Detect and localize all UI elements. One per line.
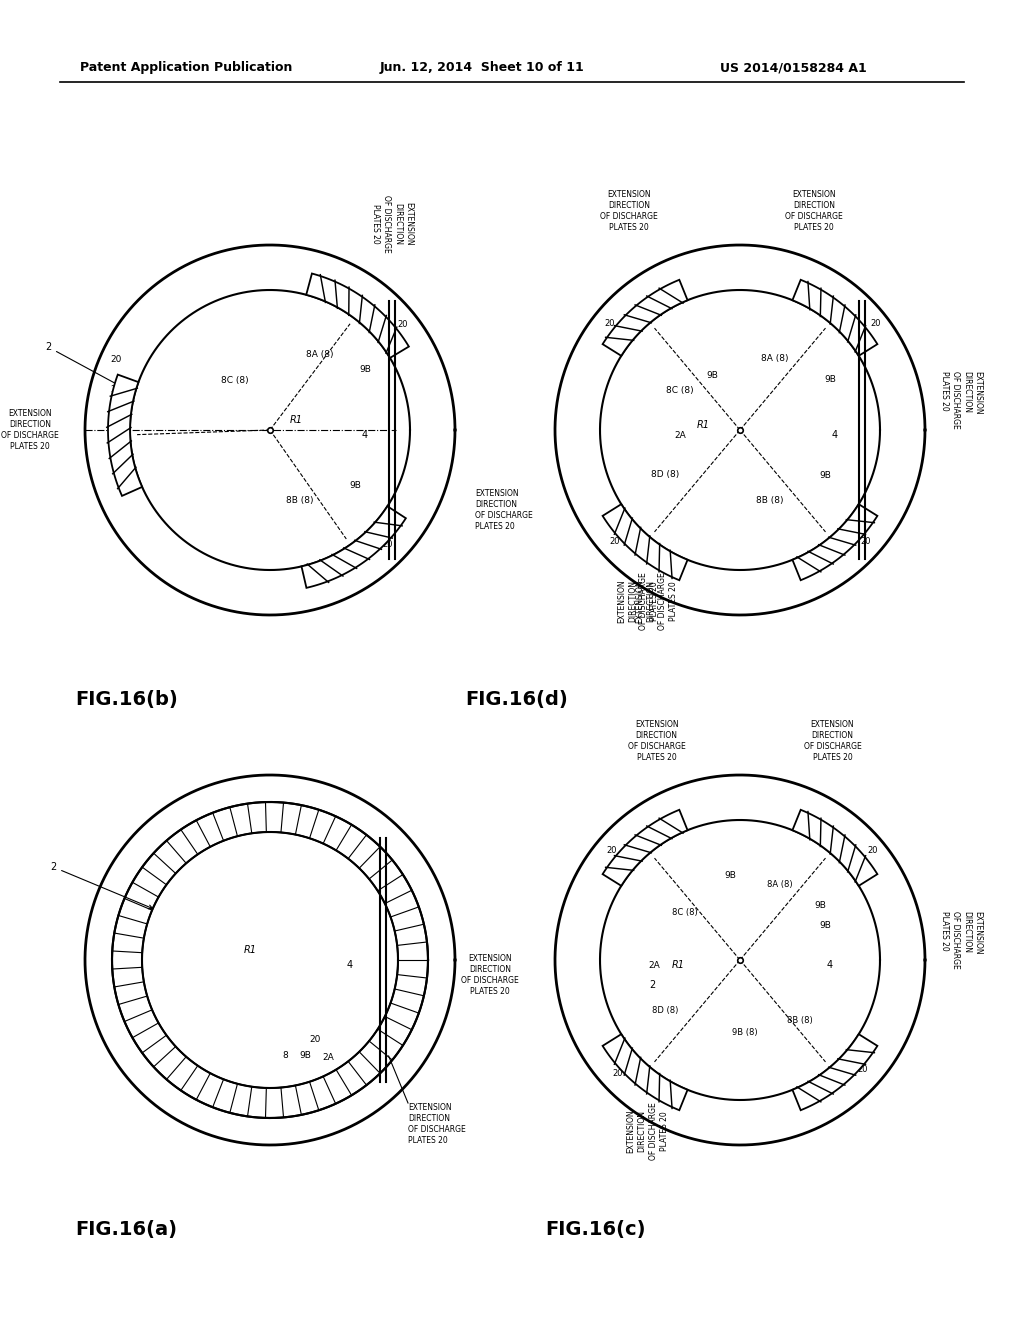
Text: EXTENSION
DIRECTION
OF DISCHARGE
PLATES 20: EXTENSION DIRECTION OF DISCHARGE PLATES … (475, 488, 532, 531)
Text: 8C (8): 8C (8) (221, 375, 249, 384)
Text: 4: 4 (361, 430, 368, 440)
Text: 20: 20 (870, 318, 881, 327)
Text: 20: 20 (309, 1035, 321, 1044)
Text: 9B: 9B (819, 470, 830, 479)
Polygon shape (602, 504, 687, 581)
Text: 20: 20 (867, 846, 878, 855)
Text: EXTENSION
DIRECTION
OF DISCHARGE
PLATES 20: EXTENSION DIRECTION OF DISCHARGE PLATES … (1, 409, 58, 451)
Polygon shape (602, 1034, 687, 1110)
Text: EXTENSION
DIRECTION
OF DISCHARGE
PLATES 20: EXTENSION DIRECTION OF DISCHARGE PLATES … (804, 719, 861, 762)
Text: EXTENSION
DIRECTION
OF DISCHARGE
PLATES 20: EXTENSION DIRECTION OF DISCHARGE PLATES … (785, 190, 843, 232)
Text: EXTENSION
DIRECTION
OF DISCHARGE
PLATES 20: EXTENSION DIRECTION OF DISCHARGE PLATES … (628, 719, 686, 762)
Text: 9B: 9B (299, 1051, 311, 1060)
Text: 2A: 2A (674, 430, 686, 440)
Text: 20: 20 (612, 1069, 623, 1078)
Text: FIG.16(c): FIG.16(c) (545, 1221, 645, 1239)
Text: 20: 20 (397, 319, 408, 329)
Polygon shape (793, 504, 878, 581)
Text: 20: 20 (606, 846, 616, 855)
Text: 4: 4 (827, 960, 834, 970)
Polygon shape (602, 809, 687, 886)
Text: 8A (8): 8A (8) (767, 880, 793, 890)
Text: 9B: 9B (724, 870, 736, 879)
Text: 8A (8): 8A (8) (306, 351, 334, 359)
Text: R1: R1 (672, 960, 685, 970)
Text: 9B: 9B (814, 900, 826, 909)
Text: 8D (8): 8D (8) (652, 1006, 678, 1015)
Text: 8B (8): 8B (8) (787, 1015, 813, 1024)
Polygon shape (306, 273, 409, 358)
Text: R1: R1 (697, 420, 710, 430)
Polygon shape (793, 1034, 878, 1110)
Text: EXTENSION
DIRECTION
OF DISCHARGE
PLATES 20: EXTENSION DIRECTION OF DISCHARGE PLATES … (371, 195, 413, 252)
Text: 2: 2 (649, 979, 655, 990)
Text: 8D (8): 8D (8) (651, 470, 679, 479)
Polygon shape (301, 507, 406, 587)
Text: 8A (8): 8A (8) (761, 354, 788, 363)
Text: 9B: 9B (824, 375, 836, 384)
Text: 2A: 2A (648, 961, 660, 969)
Text: 2: 2 (50, 862, 153, 908)
Text: 20: 20 (857, 1065, 867, 1074)
Text: R1: R1 (244, 945, 256, 954)
Text: 9B: 9B (707, 371, 718, 380)
Text: 9B: 9B (349, 480, 360, 490)
Text: 2A: 2A (111, 385, 122, 395)
Polygon shape (793, 809, 878, 886)
Polygon shape (793, 280, 878, 356)
Text: EXTENSION
DIRECTION
OF DISCHARGE
PLATES 20: EXTENSION DIRECTION OF DISCHARGE PLATES … (940, 371, 982, 429)
Text: US 2014/0158284 A1: US 2014/0158284 A1 (720, 62, 866, 74)
Text: EXTENSION
DIRECTION
OF DISCHARGE
PLATES 20: EXTENSION DIRECTION OF DISCHARGE PLATES … (408, 1104, 466, 1146)
Text: 20: 20 (860, 537, 870, 546)
Polygon shape (602, 280, 687, 356)
Text: EXTENSION
DIRECTION
OF DISCHARGE
PLATES 20: EXTENSION DIRECTION OF DISCHARGE PLATES … (600, 190, 657, 232)
Text: FIG.16(b): FIG.16(b) (75, 690, 178, 710)
Text: Patent Application Publication: Patent Application Publication (80, 62, 293, 74)
Text: FIG.16(a): FIG.16(a) (75, 1221, 177, 1239)
Text: 9B: 9B (359, 366, 371, 375)
Text: EXTENSION
DIRECTION
OF DISCHARGE
PLATES 20: EXTENSION DIRECTION OF DISCHARGE PLATES … (461, 954, 519, 997)
Text: 8: 8 (283, 1051, 288, 1060)
Text: 9B: 9B (819, 920, 830, 929)
Text: 2A: 2A (323, 1053, 334, 1063)
Text: 8C (8): 8C (8) (672, 908, 698, 916)
Polygon shape (108, 375, 142, 496)
Text: 4: 4 (347, 960, 353, 970)
Text: 2: 2 (45, 342, 133, 393)
Text: 20: 20 (111, 355, 122, 364)
Text: FIG.16(d): FIG.16(d) (465, 690, 567, 710)
Text: 20: 20 (382, 540, 393, 549)
Text: 20: 20 (609, 537, 620, 546)
Text: EXTENSION
DIRECTION
OF DISCHARGE
PLATES 20: EXTENSION DIRECTION OF DISCHARGE PLATES … (940, 911, 982, 969)
Text: EXTENSION
DIRECTION
OF DISCHARGE
PLATES 20: EXTENSION DIRECTION OF DISCHARGE PLATES … (636, 573, 678, 630)
Text: 8B (8): 8B (8) (287, 495, 313, 504)
Text: Jun. 12, 2014  Sheet 10 of 11: Jun. 12, 2014 Sheet 10 of 11 (380, 62, 585, 74)
Text: 8B (8): 8B (8) (757, 495, 783, 504)
Text: R1: R1 (290, 414, 303, 425)
Text: 20: 20 (604, 318, 614, 327)
Text: 4: 4 (831, 430, 838, 440)
Text: EXTENSION
DIRECTION
OF DISCHARGE
PLATES 20: EXTENSION DIRECTION OF DISCHARGE PLATES … (627, 1102, 669, 1160)
Text: 9B (8): 9B (8) (732, 1027, 758, 1036)
Text: EXTENSION
DIRECTION
OF DISCHARGE
PLATES 20: EXTENSION DIRECTION OF DISCHARGE PLATES … (617, 573, 659, 630)
Text: 8C (8): 8C (8) (667, 385, 694, 395)
